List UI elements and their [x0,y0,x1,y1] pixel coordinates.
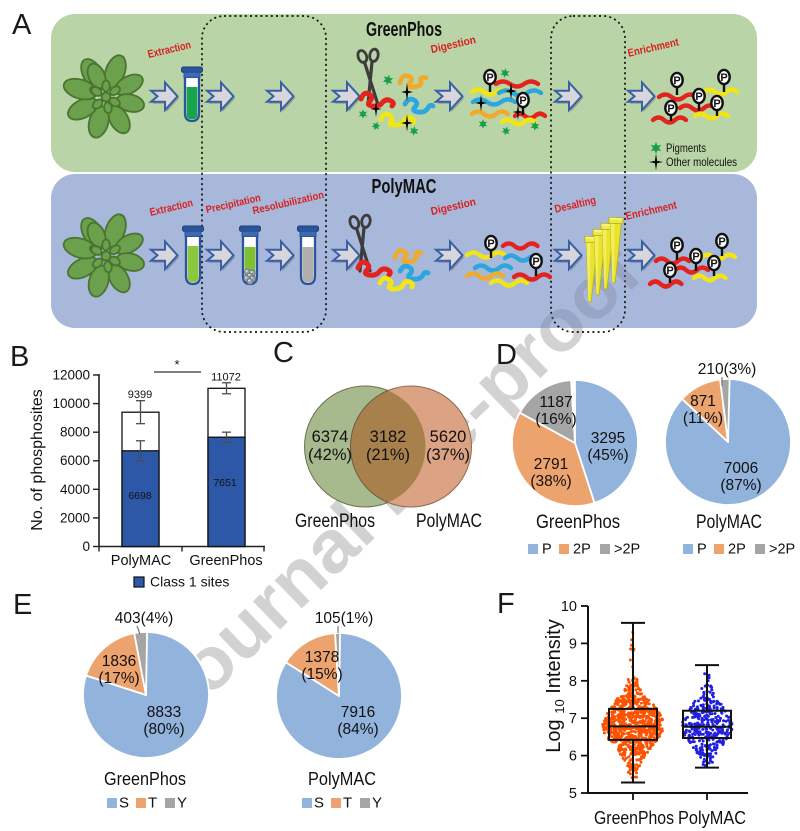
svg-text:210(3%): 210(3%) [698,361,757,378]
svg-text:PolyMAC: PolyMAC [696,512,762,533]
svg-text:(17%): (17%) [98,670,139,687]
svg-text:Log 10 Intensity: Log 10 Intensity [543,619,567,752]
svg-text:P: P [519,95,526,107]
svg-text:A: A [12,9,32,41]
svg-text:10: 10 [561,599,577,615]
svg-text:(37%): (37%) [426,446,470,464]
svg-text:PolyMAC: PolyMAC [111,553,171,569]
svg-text:No. of phosphosites: No. of phosphosites [29,389,46,530]
svg-text:P: P [673,75,680,87]
svg-text:GreenPhos: GreenPhos [366,19,442,41]
svg-text:S: S [314,795,324,812]
svg-text:PolyMAC: PolyMAC [372,176,437,198]
svg-text:Other molecules: Other molecules [666,155,737,169]
svg-text:(42%): (42%) [308,446,352,464]
svg-text:7916: 7916 [341,704,375,721]
svg-text:P: P [718,236,725,248]
svg-text:(87%): (87%) [720,477,761,494]
svg-text:9: 9 [569,636,577,652]
svg-text:PolyMAC: PolyMAC [416,511,482,532]
svg-text:GreenPhos: GreenPhos [295,511,375,532]
svg-text:1187: 1187 [539,394,572,411]
svg-text:6698: 6698 [128,490,152,502]
svg-text:Y: Y [372,795,382,812]
svg-text:T: T [148,795,157,812]
svg-text:Class 1 sites: Class 1 sites [150,574,229,590]
svg-text:(11%): (11%) [683,410,723,427]
svg-text:7006: 7006 [724,460,758,477]
svg-text:12000: 12000 [52,368,90,383]
svg-text:2P: 2P [573,542,591,558]
svg-text:C: C [273,337,294,369]
svg-text:7651: 7651 [213,477,237,489]
svg-text:>2P: >2P [614,542,640,558]
svg-text:8833: 8833 [147,704,181,721]
svg-text:P: P [695,91,702,103]
svg-text:P: P [487,238,494,250]
svg-text:5620: 5620 [430,428,467,446]
svg-text:0: 0 [82,539,90,554]
svg-text:8: 8 [569,674,577,690]
svg-text:6: 6 [569,749,577,765]
svg-text:PolyMAC: PolyMAC [308,769,376,789]
svg-text:P: P [667,103,674,115]
svg-text:Y: Y [177,795,187,812]
svg-text:8000: 8000 [60,425,90,440]
svg-text:2791: 2791 [534,456,568,473]
svg-text:P: P [532,256,539,268]
svg-text:*: * [174,357,179,372]
svg-text:11072: 11072 [211,371,241,383]
svg-text:1378: 1378 [305,649,339,666]
svg-text:P: P [673,240,680,252]
svg-text:P: P [666,265,673,277]
svg-text:(45%): (45%) [587,447,628,464]
svg-text:6000: 6000 [60,453,90,468]
svg-text:T: T [343,795,352,812]
svg-text:P: P [486,72,493,84]
svg-text:403(4%): 403(4%) [115,610,174,627]
svg-text:6374: 6374 [312,428,349,446]
svg-text:P: P [692,251,699,263]
svg-text:871: 871 [690,393,716,410]
svg-text:PolyMAC: PolyMAC [678,808,746,828]
svg-text:E: E [13,589,32,621]
svg-text:P: P [542,542,552,558]
svg-text:(21%): (21%) [366,446,410,464]
svg-text:GreenPhos: GreenPhos [189,553,262,569]
svg-text:B: B [10,341,29,373]
svg-text:2000: 2000 [60,510,90,525]
svg-text:GreenPhos: GreenPhos [536,512,620,533]
svg-text:Pigments: Pigments [666,141,706,155]
svg-text:(38%): (38%) [530,473,571,490]
svg-text:(15%): (15%) [301,666,342,683]
svg-text:P: P [713,98,720,110]
svg-text:4000: 4000 [60,482,90,497]
svg-text:P: P [710,258,717,270]
svg-text:P: P [720,72,727,84]
svg-text:(84%): (84%) [337,721,378,738]
svg-text:D: D [496,339,517,371]
svg-text:7: 7 [569,711,577,727]
svg-text:(80%): (80%) [143,721,184,738]
svg-text:>2P: >2P [769,542,795,558]
svg-text:2P: 2P [728,542,746,558]
svg-text:9399: 9399 [128,389,152,401]
svg-text:105(1%): 105(1%) [315,610,374,627]
svg-text:1836: 1836 [102,653,136,670]
svg-text:GreenPhos: GreenPhos [104,769,186,789]
svg-text:(16%): (16%) [535,411,576,428]
svg-text:GreenPhos: GreenPhos [594,808,674,828]
svg-text:P: P [697,542,707,558]
svg-text:3295: 3295 [591,430,625,447]
svg-text:5: 5 [569,786,577,802]
svg-text:10000: 10000 [52,396,90,411]
svg-text:F: F [497,588,515,620]
svg-text:3182: 3182 [370,428,407,446]
svg-text:S: S [119,795,129,812]
